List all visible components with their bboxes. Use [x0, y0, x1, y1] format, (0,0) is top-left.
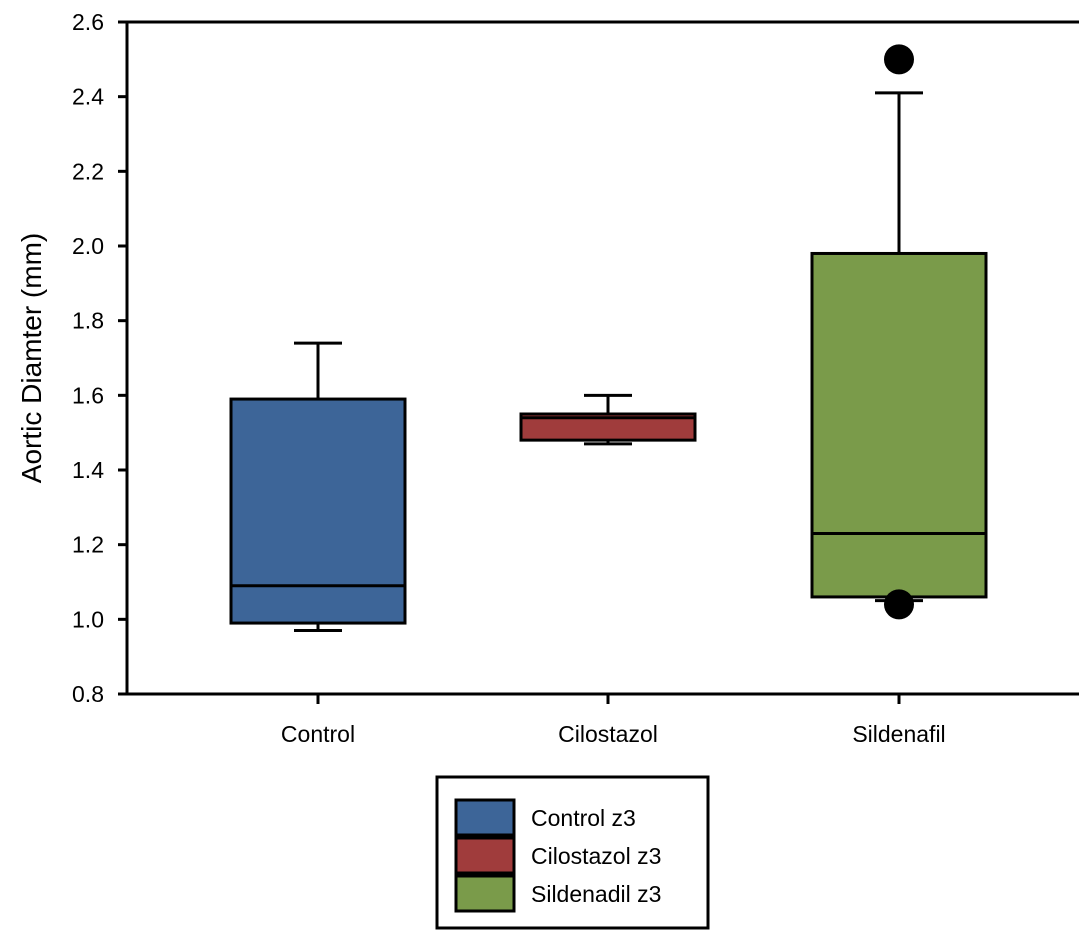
x-tick-label: Control [281, 721, 355, 747]
y-tick-label: 1.8 [72, 308, 104, 334]
x-axis-ticks: Control Cilostazol Sildenafil [281, 694, 946, 747]
outlier-point [884, 44, 914, 75]
legend-label: Sildenadil z3 [531, 881, 661, 907]
y-tick-label: 2.4 [72, 84, 104, 110]
plot-area [125, 20, 1079, 696]
y-tick-label: 1.2 [72, 532, 104, 558]
box-cilostazol [519, 393, 697, 446]
legend-swatch [454, 874, 516, 913]
box-body [810, 251, 988, 599]
legend-swatch [454, 836, 516, 875]
legend-items: Control z3 Cilostazol z3 Sildenadil z3 [454, 798, 661, 913]
y-tick-label: 1.4 [72, 457, 104, 483]
box-sildenafil [810, 44, 988, 620]
x-tick-label: Cilostazol [558, 721, 658, 747]
y-axis-ticks: 0.8 1.0 1.2 1.4 1.6 1.8 2.0 2.2 2.4 2.6 [72, 9, 127, 707]
y-tick-label: 2.6 [72, 9, 104, 35]
legend-label: Control z3 [531, 805, 636, 831]
box-series [229, 44, 988, 633]
legend: Control z3 Cilostazol z3 Sildenadil z3 [435, 775, 710, 930]
box-body [229, 397, 407, 625]
box-control [229, 341, 407, 633]
y-tick-label: 1.0 [72, 606, 104, 632]
y-tick-label: 1.6 [72, 382, 104, 408]
y-tick-label: 2.0 [72, 233, 104, 259]
x-tick-label: Sildenafil [852, 721, 945, 747]
y-tick-label: 0.8 [72, 681, 104, 707]
outlier-point [884, 589, 914, 620]
legend-swatch [454, 798, 516, 837]
legend-label: Cilostazol z3 [531, 843, 661, 869]
y-axis-label: Aortic Diamter (mm) [16, 233, 47, 483]
y-tick-label: 2.2 [72, 158, 104, 184]
